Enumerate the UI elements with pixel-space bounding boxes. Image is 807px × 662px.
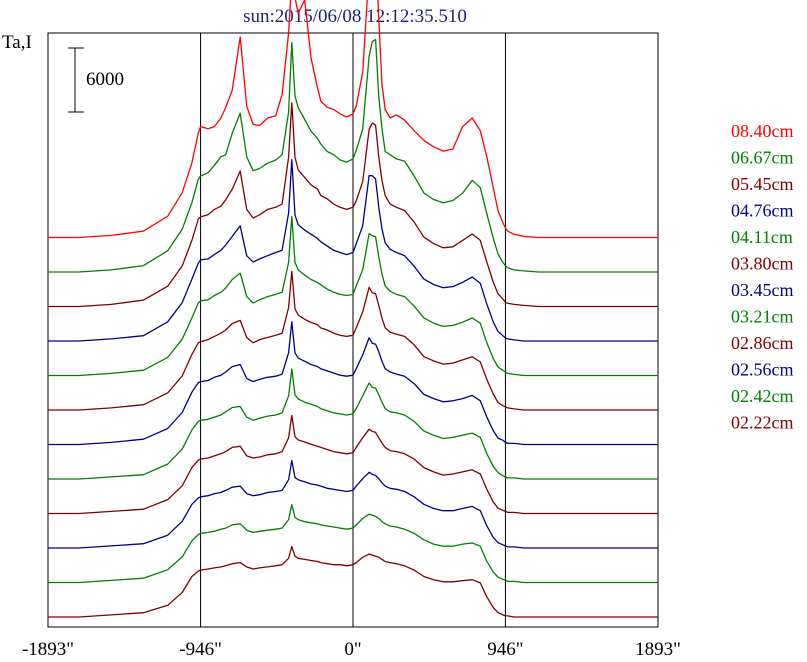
- scale-bar: 6000: [68, 47, 124, 113]
- x-tick-label: 0": [344, 639, 361, 660]
- x-tick-label: -1893": [22, 639, 74, 660]
- y-axis-label: Ta,I: [2, 32, 32, 53]
- series-line-04.11cm: [48, 215, 658, 377]
- legend-entry: 06.67cm: [731, 148, 794, 168]
- series-line-04.76cm: [48, 159, 658, 342]
- series-line-02.56cm: [48, 459, 658, 549]
- x-tick-labels: -1893" -946" 0" 946" 1893": [22, 639, 681, 660]
- legend: 08.40cm 06.67cm 05.45cm 04.76cm 04.11cm 03.80…: [731, 121, 794, 433]
- series-line-05.45cm: [48, 102, 658, 308]
- legend-entry: 02.42cm: [731, 386, 794, 406]
- legend-entry: 08.40cm: [731, 121, 794, 141]
- legend-entry: 04.11cm: [731, 227, 793, 247]
- series-line-03.21cm: [48, 368, 658, 480]
- series-lines: [48, 0, 658, 618]
- series-line-03.45cm: [48, 321, 658, 446]
- series-line-02.22cm: [48, 545, 658, 618]
- series-line-02.86cm: [48, 414, 658, 515]
- legend-entry: 05.45cm: [731, 174, 794, 194]
- legend-entry: 02.56cm: [731, 360, 794, 380]
- series-line-03.80cm: [48, 270, 658, 411]
- scale-bar-label: 6000: [86, 69, 124, 90]
- legend-entry: 04.76cm: [731, 201, 794, 221]
- x-tick-label: 1893": [635, 639, 681, 660]
- x-tick-label: 946": [487, 639, 523, 660]
- series-line-06.67cm: [48, 38, 658, 273]
- series-line-08.40cm: [48, 0, 658, 239]
- legend-entry: 03.80cm: [731, 254, 794, 274]
- legend-entry: 02.86cm: [731, 333, 794, 353]
- chart-title: sun:2015/06/08 12:12:35.510: [243, 6, 467, 27]
- legend-entry: 03.45cm: [731, 280, 794, 300]
- legend-entry: 03.21cm: [731, 307, 794, 327]
- legend-entry: 02.22cm: [731, 413, 794, 433]
- x-tick-label: -946": [179, 639, 222, 660]
- series-line-02.42cm: [48, 503, 658, 584]
